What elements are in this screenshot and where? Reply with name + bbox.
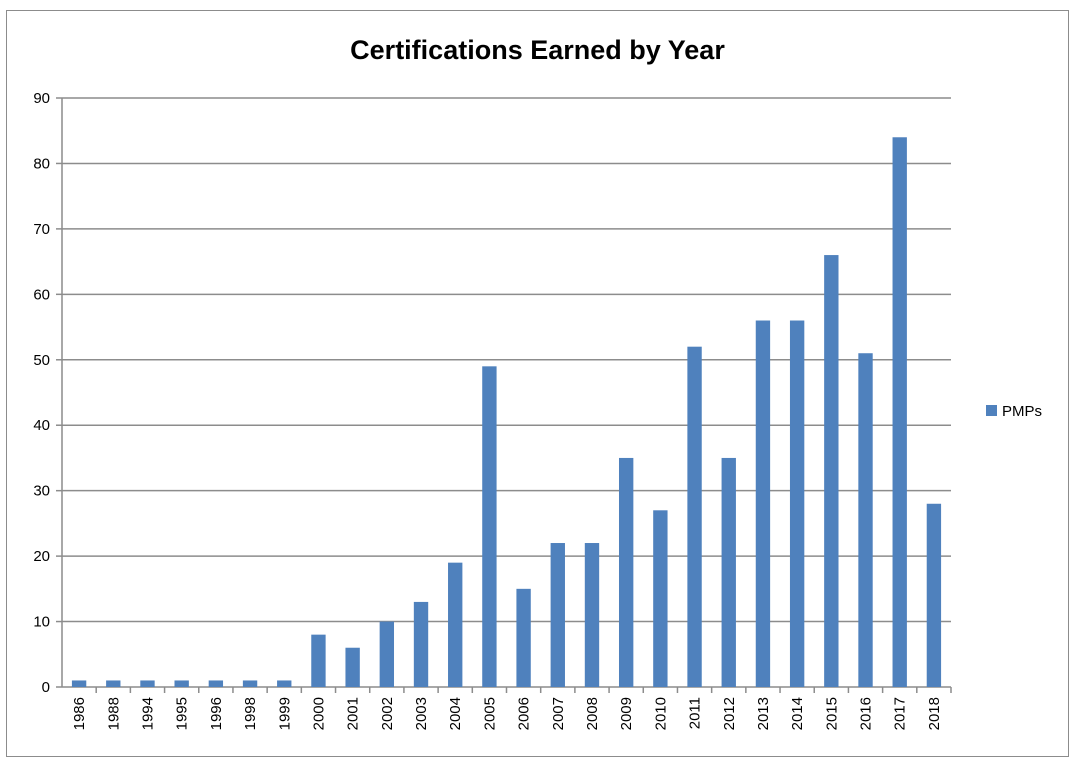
x-tick-label: 2017 bbox=[892, 697, 909, 730]
bar bbox=[755, 320, 771, 687]
y-tick-label: 90 bbox=[33, 90, 50, 107]
x-tick-label: 2007 bbox=[550, 697, 567, 730]
x-tick-label: 2012 bbox=[721, 697, 738, 730]
bar bbox=[653, 510, 668, 687]
x-tick-label: 2013 bbox=[755, 697, 772, 730]
x-tick-label: 2004 bbox=[447, 697, 464, 730]
y-tick-label: 80 bbox=[33, 155, 50, 172]
bar bbox=[140, 680, 155, 687]
legend-label: PMPs bbox=[1002, 403, 1042, 420]
bar bbox=[71, 680, 87, 687]
legend-swatch bbox=[986, 405, 997, 416]
y-tick-label: 50 bbox=[33, 352, 50, 369]
x-tick-label: 1988 bbox=[105, 697, 122, 730]
x-tick-label: 1995 bbox=[174, 697, 191, 730]
x-tick-label: 1998 bbox=[242, 697, 259, 730]
x-tick-label: 2008 bbox=[584, 697, 601, 730]
x-tick-label: 2011 bbox=[687, 697, 704, 729]
x-tick-label: 2002 bbox=[379, 697, 396, 730]
x-tick-label: 2001 bbox=[345, 697, 362, 730]
bar bbox=[413, 601, 429, 687]
y-tick-label: 30 bbox=[33, 483, 50, 500]
x-tick-label: 2009 bbox=[618, 697, 635, 730]
x-tick-label: 2018 bbox=[926, 697, 943, 730]
x-tick-label: 1999 bbox=[276, 697, 293, 730]
bar bbox=[345, 647, 360, 687]
x-tick-label: 1986 bbox=[71, 697, 88, 730]
bar bbox=[448, 562, 463, 687]
y-tick-label: 40 bbox=[33, 417, 50, 434]
bar bbox=[379, 621, 395, 687]
bar bbox=[892, 137, 907, 687]
y-tick-label: 70 bbox=[33, 221, 50, 238]
x-tick-label: 1996 bbox=[208, 697, 225, 730]
y-tick-label: 10 bbox=[33, 614, 50, 631]
bar bbox=[789, 320, 805, 687]
x-tick-label: 2010 bbox=[652, 697, 669, 730]
x-tick-label: 1994 bbox=[139, 697, 156, 730]
chart-frame bbox=[6, 10, 1069, 757]
x-tick-label: 2006 bbox=[516, 697, 533, 730]
bar bbox=[584, 543, 600, 687]
x-tick-label: 2016 bbox=[858, 697, 875, 730]
bar bbox=[242, 680, 258, 687]
bar bbox=[618, 457, 634, 687]
y-tick-label: 20 bbox=[33, 548, 50, 565]
chart-title: Certifications Earned by Year bbox=[350, 35, 725, 65]
x-tick-label: 2014 bbox=[789, 697, 806, 730]
x-tick-label: 2015 bbox=[823, 697, 840, 730]
bar bbox=[687, 346, 702, 687]
bar bbox=[277, 680, 292, 687]
bar bbox=[550, 543, 565, 687]
y-tick-label: 60 bbox=[33, 286, 50, 303]
bar bbox=[311, 634, 326, 687]
bar bbox=[516, 588, 531, 687]
bar bbox=[106, 680, 121, 687]
bar bbox=[824, 255, 839, 688]
bar bbox=[721, 457, 736, 687]
bar bbox=[926, 503, 942, 687]
bar bbox=[174, 680, 189, 687]
x-tick-label: 2000 bbox=[310, 697, 327, 730]
bar bbox=[482, 366, 497, 687]
x-tick-label: 2003 bbox=[413, 697, 430, 730]
bar bbox=[208, 680, 224, 687]
x-tick-label: 2005 bbox=[481, 697, 498, 730]
y-tick-label: 0 bbox=[42, 679, 50, 696]
bar bbox=[858, 353, 873, 687]
